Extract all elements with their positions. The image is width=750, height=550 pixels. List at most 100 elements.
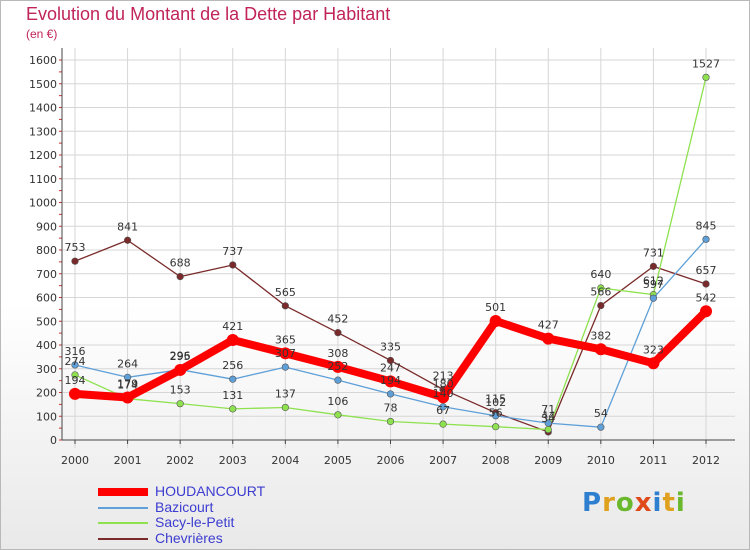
logo-letter: t [662,488,676,518]
data-label-sacy-le-petit: 640 [590,268,611,281]
x-tick-label: 2005 [324,454,352,467]
data-point-sacy-le-petit [597,284,605,292]
x-tick-label: 2003 [219,454,247,467]
data-point-chevri-res [176,273,184,281]
data-label-houdancourt: 179 [117,377,138,390]
data-label-bazicourt: 102 [485,396,506,409]
legend-label-houdancourt: HOUDANCOURT [155,483,266,499]
data-point-bazicourt [702,235,710,243]
y-tick-label: 1400 [29,102,57,115]
data-label-houdancourt: 323 [643,343,664,356]
data-label-chevri-res: 335 [380,340,401,353]
data-point-bazicourt [492,412,500,420]
data-label-chevri-res: 657 [696,264,717,277]
data-label-bazicourt: 252 [327,360,348,373]
data-label-houdancourt: 247 [380,361,401,374]
y-tick-label: 600 [36,292,57,305]
data-point-chevri-res [71,257,79,265]
data-point-houdancourt [489,315,502,328]
data-label-houdancourt: 308 [327,347,348,360]
data-label-bazicourt: 140 [433,387,454,400]
data-point-chevri-res [386,356,395,365]
chart-title: Evolution du Montant de la Dette par Hab… [26,4,391,24]
x-tick-label: 2002 [166,454,194,467]
data-label-sacy-le-petit: 67 [436,404,450,417]
x-tick-label: 2012 [692,454,720,467]
data-point-houdancourt [279,347,292,360]
data-label-sacy-le-petit: 153 [170,384,191,397]
data-point-sacy-le-petit [71,371,79,379]
data-label-houdancourt: 382 [590,329,611,342]
data-label-chevri-res: 115 [485,393,506,406]
x-tick-label: 2006 [377,454,405,467]
data-label-chevri-res: 737 [222,245,243,258]
data-point-bazicourt [439,403,447,411]
y-tick-labels: 0 100 200 300 400 500 600 700 800 900 1000 1100 1200… [29,54,57,447]
data-label-houdancourt: 194 [65,374,86,387]
data-point-sacy-le-petit [176,400,184,408]
data-label-sacy-le-petit: 56 [489,407,503,420]
data-labels: 753 841 688 737 565 452 335 213 115 34 566 731 657 27… [65,57,721,425]
data-label-bazicourt: 54 [594,407,608,420]
legend-swatch-chevrieres [98,537,148,540]
data-point-houdancourt [174,363,187,376]
chart-subtitle: (en €) [26,27,58,41]
data-label-houdancourt: 295 [170,350,191,363]
proxiti-logo: Proxiti [582,488,686,518]
legend-label-sacy-le-petit: Sacy-le-Petit [155,514,235,530]
data-point-bazicourt [544,419,552,427]
data-point-houdancourt [226,334,239,347]
x-tick-label: 2004 [271,454,299,467]
y-tick-label: 200 [36,387,57,400]
data-point-chevri-res [702,280,710,288]
data-point-bazicourt [71,361,79,369]
data-point-sacy-le-petit [229,405,237,413]
x-tick-label: 2000 [61,454,89,467]
data-point-sacy-le-petit [544,425,552,434]
x-tick-label: 2010 [587,454,615,467]
data-label-sacy-le-petit: 274 [65,355,86,368]
legend-swatch-bazicourt [98,506,148,509]
data-label-houdancourt: 501 [485,301,506,314]
axes [59,48,735,444]
data-label-sacy-le-petit: 44 [541,410,555,423]
data-point-houdancourt [594,343,607,356]
data-point-chevri-res [229,261,237,269]
data-label-sacy-le-petit: 612 [643,275,664,288]
data-point-bazicourt [229,375,237,383]
data-label-sacy-le-petit: 1527 [692,57,720,70]
y-tick-label: 1300 [29,125,57,138]
data-label-bazicourt: 316 [65,345,86,358]
x-tick-labels: 2000 2001 2002 2003 2004 2005 2006 2007 2008 2009… [61,454,720,467]
data-label-chevri-res: 213 [433,369,454,382]
y-tick-label: 1600 [29,54,57,67]
data-label-bazicourt: 845 [696,219,717,232]
data-point-chevri-res [281,302,289,310]
y-tick-label: 400 [36,339,57,352]
data-point-houdancourt [384,375,397,388]
data-point-houdancourt [700,305,712,318]
data-point-chevri-res [649,262,658,270]
data-label-chevri-res: 731 [643,246,664,259]
y-tick-label: 800 [36,244,57,257]
data-label-sacy-le-petit: 106 [327,395,348,408]
x-tick-label: 2007 [429,454,457,467]
data-label-chevri-res: 34 [541,412,555,425]
legend-label-bazicourt: Bazicourt [155,498,214,515]
data-label-houdancourt: 180 [433,377,454,390]
legend-swatch-houdancourt [98,488,148,496]
data-label-bazicourt: 264 [117,357,138,370]
data-point-sacy-le-petit [334,411,342,419]
data-point-sacy-le-petit [386,417,395,426]
data-point-bazicourt [334,376,342,384]
x-tick-label: 2011 [639,454,667,467]
data-point-sacy-le-petit [492,423,500,431]
data-point-bazicourt [281,363,289,371]
y-tick-label: 0 [50,434,57,447]
y-tick-label: 100 [36,410,57,423]
y-tick-label: 1000 [29,197,57,210]
data-point-sacy-le-petit [439,420,447,428]
y-tick-label: 700 [36,268,57,281]
y-tick-label: 1200 [29,149,57,162]
